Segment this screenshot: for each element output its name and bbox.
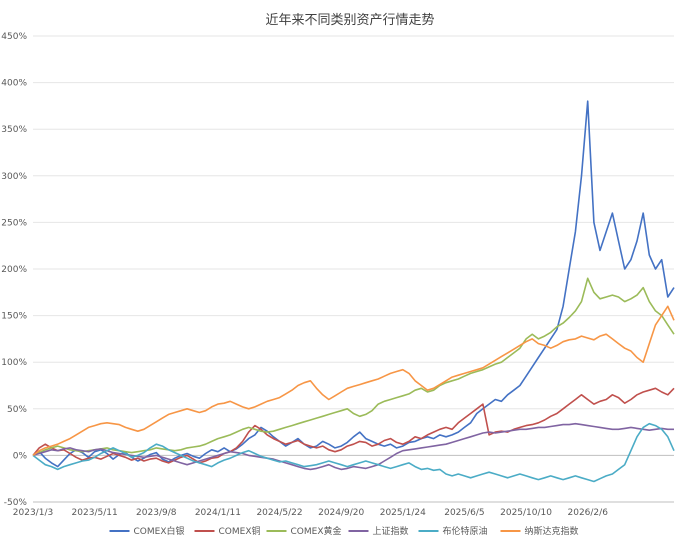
legend-item[interactable]: COMEX黄金 <box>266 525 342 537</box>
legend-label: COMEX黄金 <box>291 525 342 537</box>
y-tick-label: 100% <box>1 358 27 368</box>
y-tick-label: 50% <box>7 405 27 415</box>
x-tick-label: 2025/10/10 <box>500 508 552 518</box>
x-axis-ticks: 2023/1/3 2023/5/11 2023/9/8 2024/1/11 2024/5… <box>13 508 608 518</box>
y-tick-label: 300% <box>1 172 27 182</box>
y-tick-label: 200% <box>1 265 27 275</box>
legend-label: COMEX白银 <box>134 525 185 537</box>
legend-item[interactable]: 纳斯达克指数 <box>500 525 579 537</box>
y-tick-label: 350% <box>1 125 27 135</box>
y-tick-label: 400% <box>1 79 27 89</box>
series-line-4 <box>32 422 675 483</box>
x-tick-label: 2023/9/8 <box>136 508 177 518</box>
y-tick-label: 250% <box>1 218 27 228</box>
legend: COMEX白银 COMEX铜 COMEX黄金 上证指数 布伦特原油 纳斯达克指数 <box>109 525 579 537</box>
series-line-3 <box>32 422 674 471</box>
legend-label: 纳斯达克指数 <box>525 525 579 537</box>
series-layer <box>32 100 675 483</box>
x-tick-label: 2026/2/6 <box>568 508 609 518</box>
y-axis-ticks: -50% 0% 50% 100% 150% 200% 250% 300% 350% 400% 450… <box>1 32 27 508</box>
x-tick-label: 2025/6/5 <box>444 508 484 518</box>
legend-label: COMEX铜 <box>219 525 261 537</box>
x-tick-label: 2024/9/20 <box>318 508 364 518</box>
y-tick-label: 450% <box>1 32 27 42</box>
legend-item[interactable]: 上证指数 <box>348 525 409 537</box>
series-line-2 <box>32 277 675 457</box>
grid-layer <box>33 35 674 503</box>
legend-item[interactable]: COMEX铜 <box>194 525 261 537</box>
legend-item[interactable]: 布伦特原油 <box>418 525 488 537</box>
x-tick-label: 2025/1/24 <box>380 508 426 518</box>
chart-title: 近年来不同类别资产行情走势 <box>265 12 434 28</box>
x-tick-label: 2023/1/3 <box>13 508 53 518</box>
x-tick-label: 2023/5/11 <box>72 508 118 518</box>
y-tick-label: 0% <box>13 451 28 461</box>
series-line-0 <box>32 100 675 468</box>
x-tick-label: 2024/5/22 <box>256 508 302 518</box>
series-line-5 <box>32 305 675 457</box>
y-tick-label: 150% <box>1 312 27 322</box>
legend-label: 布伦特原油 <box>443 525 488 537</box>
y-tick-label: -50% <box>4 498 28 508</box>
legend-label: 上证指数 <box>373 525 409 537</box>
legend-item[interactable]: COMEX白银 <box>109 525 185 537</box>
series-line-1 <box>32 387 675 464</box>
x-tick-label: 2024/1/11 <box>195 508 241 518</box>
